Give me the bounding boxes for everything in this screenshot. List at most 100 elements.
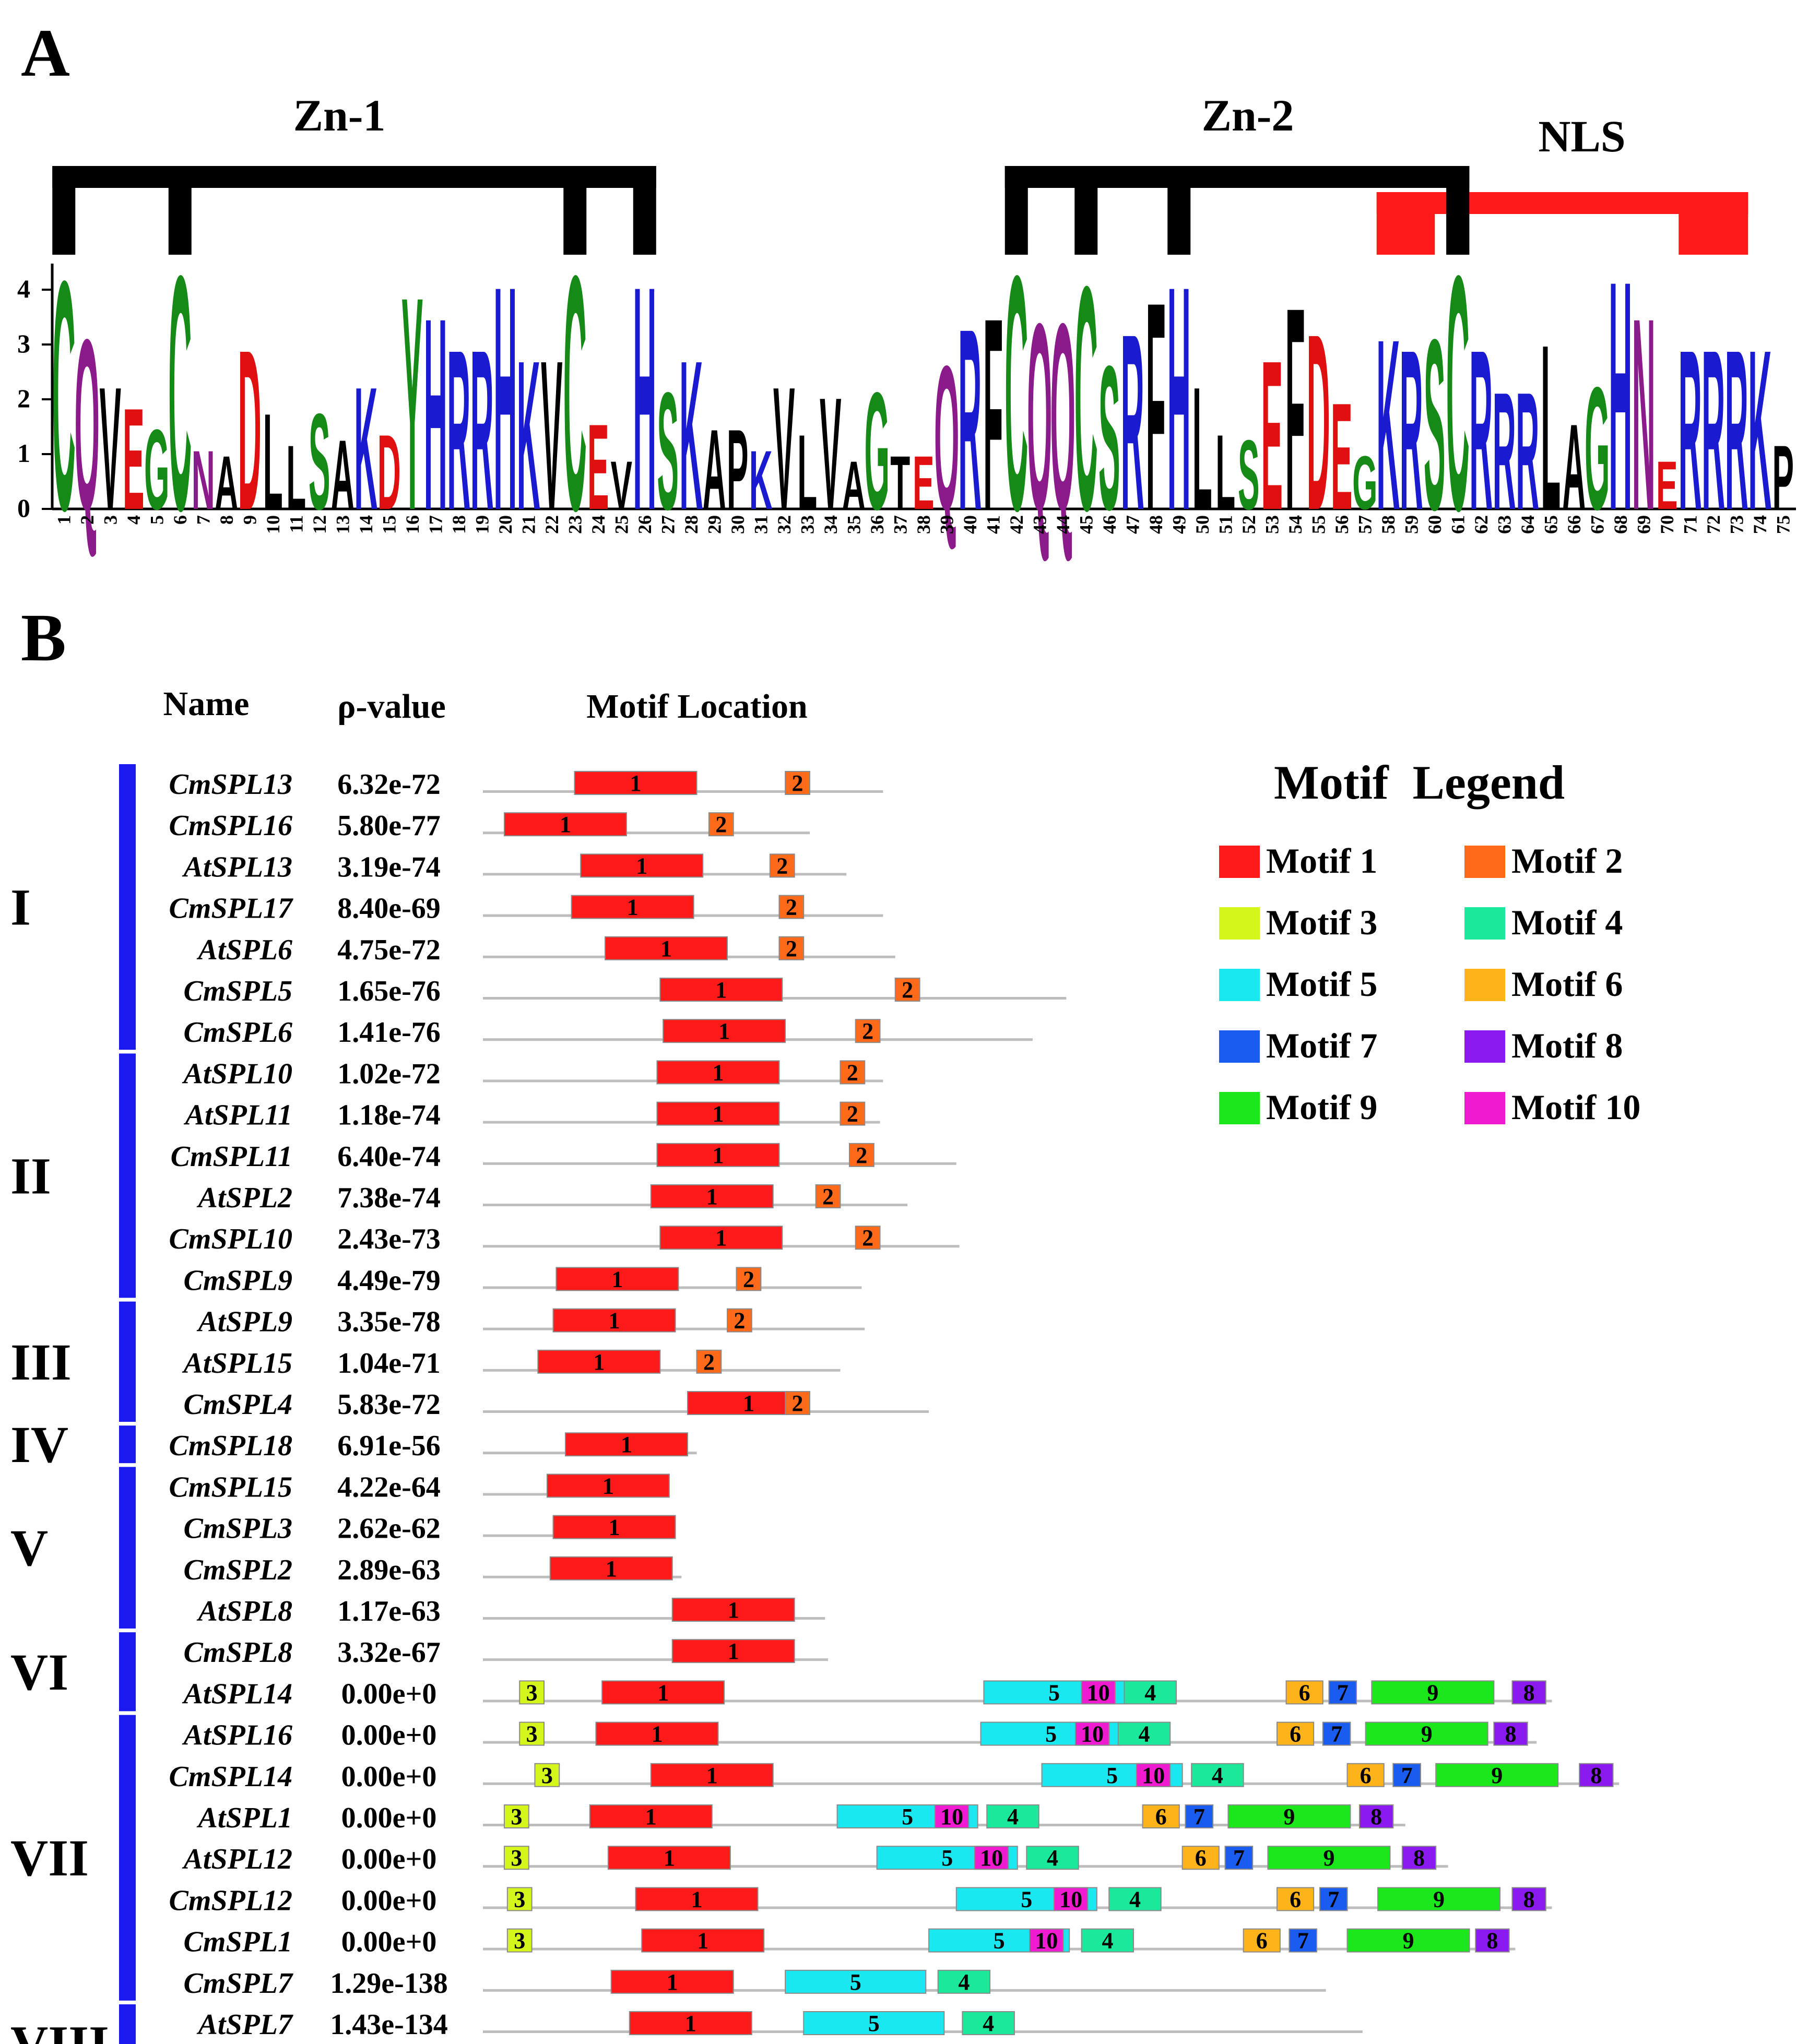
motif-1-box: 1 bbox=[552, 1515, 676, 1540]
motif-number: 5 bbox=[868, 2011, 880, 2036]
sequence-pvalue: 0.00e+0 bbox=[341, 1678, 437, 1710]
motif-rect bbox=[1117, 1721, 1171, 1746]
motif-number: 1 bbox=[606, 1556, 617, 1582]
motif-rect bbox=[1579, 1763, 1614, 1787]
motif-6-box: 6 bbox=[1277, 1886, 1315, 1912]
position-label-37: 37 bbox=[890, 515, 911, 534]
position-label-71: 71 bbox=[1680, 515, 1700, 534]
motif-number: 1 bbox=[609, 1308, 620, 1334]
sequence-name: AtSPL10 bbox=[182, 1057, 292, 1090]
sequence-name: CmSPL3 bbox=[184, 1513, 292, 1545]
motif-7-box: 7 bbox=[1185, 1804, 1214, 1829]
logo-letter-25: V bbox=[611, 447, 632, 524]
sequence-pvalue: 3.35e-78 bbox=[337, 1306, 441, 1338]
motif-number: 7 bbox=[1337, 1680, 1349, 1705]
zn1-bracket-bar bbox=[52, 166, 656, 188]
motif-2-box: 2 bbox=[778, 936, 805, 961]
motif-number: 5 bbox=[1045, 1721, 1057, 1747]
motif-4-box: 4 bbox=[937, 1969, 991, 1995]
motif-2-box: 2 bbox=[894, 977, 920, 1003]
motif-rect bbox=[671, 1598, 795, 1622]
logo-letter-10: L bbox=[263, 385, 283, 538]
motif-number: 10 bbox=[940, 1804, 963, 1829]
position-label-26: 26 bbox=[634, 515, 655, 534]
name-column-header: Name bbox=[163, 685, 250, 723]
group-bar-VII bbox=[119, 1715, 136, 2001]
motif-number: 8 bbox=[1523, 1886, 1535, 1912]
pvalue-column-header: ρ-value bbox=[337, 687, 446, 726]
sequence-pvalue: 5.80e-77 bbox=[337, 810, 441, 842]
motif-rect bbox=[1377, 1887, 1501, 1911]
logo-letter-60: S bbox=[1424, 289, 1445, 561]
logo-letter-35: A bbox=[842, 447, 866, 524]
sequence-name: CmSPL17 bbox=[169, 893, 293, 925]
motif-9-box: 9 bbox=[1371, 1680, 1495, 1705]
motif-number: 2 bbox=[703, 1349, 715, 1375]
motif-rect bbox=[506, 1887, 533, 1911]
logo-letter-23: C bbox=[563, 206, 587, 580]
logo-letter-41: F bbox=[983, 262, 1003, 568]
sequence-name: CmSPL11 bbox=[171, 1140, 292, 1173]
motif-8-box: 8 bbox=[1358, 1804, 1394, 1829]
sequence-pvalue: 4.22e-64 bbox=[337, 1471, 441, 1503]
motif-number: 3 bbox=[511, 1804, 522, 1829]
sequence-row-AtSPL12: AtSPL12 0.00e+0 3 1 5 10 4 6 7 9 8 bbox=[182, 1843, 1448, 1875]
motif-number: 2 bbox=[847, 1060, 858, 1085]
zn2-bracket-bar bbox=[1005, 166, 1470, 188]
motif-number: 10 bbox=[1059, 1886, 1082, 1912]
motif-2-box: 2 bbox=[696, 1349, 722, 1375]
sequence-pvalue: 0.00e+0 bbox=[341, 1843, 437, 1875]
position-label-75: 75 bbox=[1772, 515, 1793, 534]
motif-10-box: 10 bbox=[1053, 1886, 1089, 1912]
legend-swatch bbox=[1464, 1030, 1505, 1063]
motif-rect bbox=[840, 1060, 866, 1085]
legend-swatch bbox=[1464, 846, 1505, 878]
sequence-name: CmSPL18 bbox=[169, 1430, 292, 1462]
motif-2-box: 2 bbox=[769, 853, 795, 878]
logo-letter-19: R bbox=[470, 303, 494, 558]
motif-2-box: 2 bbox=[849, 1143, 875, 1168]
motif-number: 2 bbox=[776, 853, 788, 878]
logo-letter-62: R bbox=[1469, 303, 1493, 558]
motif-rect bbox=[537, 1349, 661, 1374]
logo-letter-17: H bbox=[424, 262, 447, 568]
legend-label: Motif 8 bbox=[1511, 1026, 1623, 1065]
motif-rect bbox=[696, 1349, 722, 1374]
motif-2-box: 2 bbox=[778, 895, 805, 920]
motif-rect bbox=[1511, 1680, 1546, 1705]
logo-letter-29: A bbox=[703, 406, 726, 534]
motif-number: 5 bbox=[1048, 1680, 1060, 1705]
position-label-20: 20 bbox=[495, 515, 516, 534]
logo-letter-31: K bbox=[749, 433, 773, 527]
position-label-21: 21 bbox=[518, 515, 539, 534]
position-label-50: 50 bbox=[1192, 515, 1213, 534]
motif-6-box: 6 bbox=[1277, 1721, 1315, 1747]
sequence-name: CmSPL15 bbox=[169, 1471, 292, 1503]
logo-letter-12: S bbox=[309, 385, 330, 538]
motif-rect bbox=[785, 1391, 810, 1415]
motif-number: 1 bbox=[728, 1597, 739, 1623]
motif-number: 4 bbox=[1212, 1763, 1223, 1788]
position-label-61: 61 bbox=[1447, 515, 1468, 534]
motif-rect bbox=[1277, 1721, 1315, 1746]
motif-number: 4 bbox=[1047, 1845, 1058, 1871]
motif-4-box: 4 bbox=[1081, 1928, 1135, 1954]
motif-rect bbox=[1053, 1887, 1089, 1911]
motif-number: 4 bbox=[983, 2011, 994, 2036]
position-label-19: 19 bbox=[471, 515, 492, 534]
sequence-row-CmSPL5: CmSPL5 1.65e-76 1 2 bbox=[184, 975, 1067, 1007]
motif-rect bbox=[656, 1101, 780, 1126]
motif-rect bbox=[855, 1226, 881, 1250]
motif-number: 1 bbox=[691, 1886, 703, 1912]
logo-letter-58: K bbox=[1376, 289, 1400, 561]
motif-6-box: 6 bbox=[1142, 1804, 1180, 1829]
motif-8-box: 8 bbox=[1511, 1680, 1546, 1705]
position-label-53: 53 bbox=[1261, 515, 1282, 534]
logo-letter-75: P bbox=[1772, 426, 1794, 528]
motif-1-box: 1 bbox=[629, 2011, 752, 2036]
sequence-row-CmSPL14: CmSPL14 0.00e+0 3 1 5 10 4 6 7 9 8 bbox=[169, 1761, 1620, 1793]
motif-number: 9 bbox=[1421, 1721, 1433, 1747]
logo-letter-14: K bbox=[354, 351, 377, 546]
legend-label: Motif 9 bbox=[1266, 1087, 1377, 1127]
motif-rect bbox=[1185, 1804, 1214, 1828]
